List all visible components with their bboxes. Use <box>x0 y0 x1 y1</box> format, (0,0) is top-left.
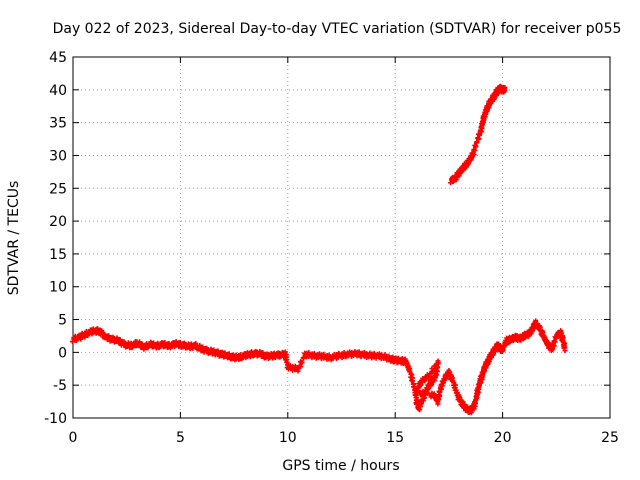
data-point <box>476 136 482 142</box>
data-point <box>433 373 439 379</box>
series-1 <box>69 318 568 416</box>
x-tick-label: 10 <box>279 430 297 446</box>
y-axis-title: SDTVAR / TECUs <box>6 181 22 296</box>
data-point <box>500 347 506 353</box>
data-point <box>409 378 415 384</box>
data-point <box>552 339 558 345</box>
data-point <box>503 342 509 348</box>
y-tick-label: 20 <box>49 214 67 230</box>
axis-ticks: 0 5 10 15 20 25 -10 -5 0 5 10 15 20 25 30 35 40 45 <box>44 50 619 446</box>
y-tick-label: 5 <box>58 313 67 329</box>
data-point <box>300 355 306 361</box>
data-point <box>476 132 482 138</box>
data-point <box>69 339 75 345</box>
data-point <box>501 88 507 94</box>
x-axis-title: GPS time / hours <box>282 458 399 474</box>
y-tick-label: 15 <box>49 247 67 263</box>
data-point <box>440 380 446 386</box>
plot-frame <box>72 56 611 419</box>
data-point <box>410 381 416 387</box>
y-tick-label: 40 <box>49 83 67 99</box>
data-point <box>130 344 136 350</box>
chart-title: Day 022 of 2023, Sidereal Day-to-day VTE… <box>53 21 622 37</box>
data-point <box>435 397 441 403</box>
x-tick-label: 25 <box>601 430 619 446</box>
data-point <box>549 347 555 353</box>
y-tick-label: -5 <box>53 378 67 394</box>
data-point <box>474 140 480 146</box>
data-point <box>562 345 568 351</box>
data-point <box>473 144 479 150</box>
data-point <box>551 343 557 349</box>
y-tick-label: -10 <box>44 411 67 427</box>
grid <box>73 57 610 418</box>
y-tick-label: 0 <box>58 345 67 361</box>
data-point <box>295 368 301 374</box>
x-tick-label: 15 <box>386 430 404 446</box>
y-tick-label: 10 <box>49 280 67 296</box>
y-tick-label: 35 <box>49 116 67 132</box>
y-tick-label: 45 <box>49 50 67 66</box>
series-2 <box>448 83 508 186</box>
data-point <box>299 360 305 366</box>
data-point <box>471 152 477 158</box>
data-point <box>282 349 288 355</box>
data-point <box>298 364 304 370</box>
data-point <box>407 368 413 374</box>
data-point <box>435 358 441 364</box>
y-tick-label: 25 <box>49 181 67 197</box>
x-tick-label: 5 <box>176 430 185 446</box>
data-series <box>69 83 568 416</box>
x-tick-label: 20 <box>494 430 512 446</box>
data-point <box>469 155 475 161</box>
data-point <box>418 401 424 407</box>
data-point <box>422 392 428 398</box>
x-tick-label: 0 <box>69 430 78 446</box>
data-point <box>141 346 147 352</box>
y-tick-label: 30 <box>49 148 67 164</box>
